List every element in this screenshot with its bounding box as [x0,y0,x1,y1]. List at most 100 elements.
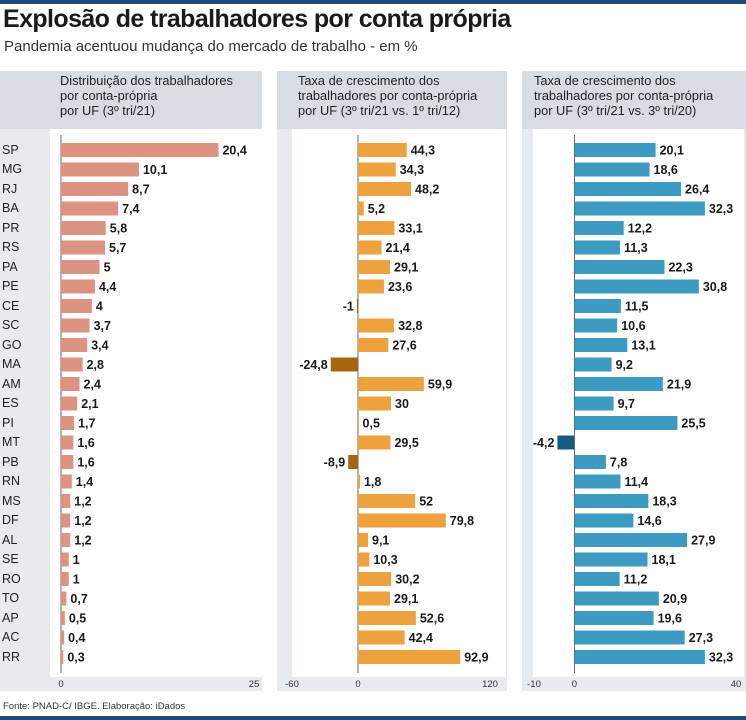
data-label: 0,7 [70,592,87,606]
bar [574,299,621,313]
data-label: 20,1 [660,144,684,158]
bar [574,630,685,645]
data-label: 1 [73,553,80,567]
state-label: AL [2,532,18,547]
bar [61,377,80,391]
bar [348,455,358,469]
panel-title-line: por UF (3º tri/21 vs. 3º tri/20) [534,103,697,118]
bar [574,591,659,606]
bar [61,611,65,625]
bar [574,377,663,391]
data-label: 3,4 [91,339,108,353]
data-label: 29,5 [394,436,418,450]
data-label: 0,3 [67,651,84,665]
bottom-rule [0,716,746,720]
data-label: 32,3 [709,651,733,665]
data-label: 18,1 [652,553,676,567]
state-label: RN [2,474,21,488]
data-label: 2,4 [84,378,101,392]
state-label: RO [2,571,21,586]
data-label: 1,7 [78,417,95,431]
state-label: MS [2,493,21,508]
data-label: 14,6 [637,514,661,528]
bar [61,494,71,508]
bar [358,474,360,489]
bar [356,299,358,313]
bar [61,299,92,313]
panel-header [522,71,746,129]
data-label: 48,2 [415,183,439,197]
bar [61,201,119,216]
bar [358,318,395,333]
state-label: RJ [2,181,18,196]
page-subtitle: Pandemia acentuou mudança do mercado de … [4,38,418,55]
bar [574,318,618,333]
bar [61,650,64,664]
panel-title-line: por UF (3º tri/21) [60,103,155,118]
data-label: 23,6 [388,280,412,294]
data-label: 26,4 [685,183,709,197]
data-label: 42,4 [409,631,433,645]
bar [61,279,95,294]
bar [358,591,391,606]
data-label: 7,8 [610,456,627,470]
data-label: 59,9 [428,378,452,392]
bar [574,338,628,352]
bar [358,279,384,294]
data-label: 19,6 [658,612,682,626]
data-label: 33,1 [398,222,422,236]
bar [358,396,391,411]
panel-title: Taxa de crescimento dos trabalhadores por… [534,73,742,118]
bar [358,240,382,255]
bar [574,221,624,235]
bar [574,455,606,469]
data-label: 11,5 [625,300,649,314]
bar [61,260,100,274]
bar [574,240,621,255]
data-label: 11,4 [624,475,648,489]
data-label: 5,8 [110,222,127,236]
data-label: 44,3 [411,144,435,158]
data-label: 8,7 [132,183,149,197]
bar [61,552,69,567]
bar [61,591,67,606]
data-label: 30 [395,397,409,411]
bar [61,357,83,372]
bar [61,143,219,157]
bar [358,611,416,625]
bar [574,279,699,294]
bar [574,162,650,177]
bar [61,416,75,430]
bar [358,494,416,508]
data-label: 9,2 [616,358,633,372]
data-label: 11,3 [624,241,648,255]
bar [61,396,78,411]
data-label: 2,8 [87,358,104,372]
state-label: AC [2,630,20,644]
state-label: CE [2,298,20,313]
data-label: 32,3 [709,202,733,216]
data-label: 20,9 [663,592,687,606]
data-label: 27,9 [691,534,715,548]
data-label: 10,3 [373,553,397,567]
data-label: 5,2 [368,202,385,216]
bar [574,611,654,625]
panel-header [277,71,507,129]
state-label: RS [2,240,20,254]
data-label: 0,5 [363,417,380,431]
data-label: 30,2 [395,573,419,587]
panel-title-line: por conta-própria [60,88,158,103]
state-label: BA [2,201,19,215]
panel-header [0,71,262,129]
tick-label: -60 [285,679,299,690]
data-label: 1,2 [74,514,91,528]
data-label: 0,4 [68,631,85,645]
data-label: 5,7 [109,241,126,255]
bar [574,494,649,508]
bar [61,572,69,586]
panel-title-line: Taxa de crescimento dos [298,73,440,88]
state-label: DF [2,513,19,527]
bar [358,377,424,391]
bar [61,182,129,196]
